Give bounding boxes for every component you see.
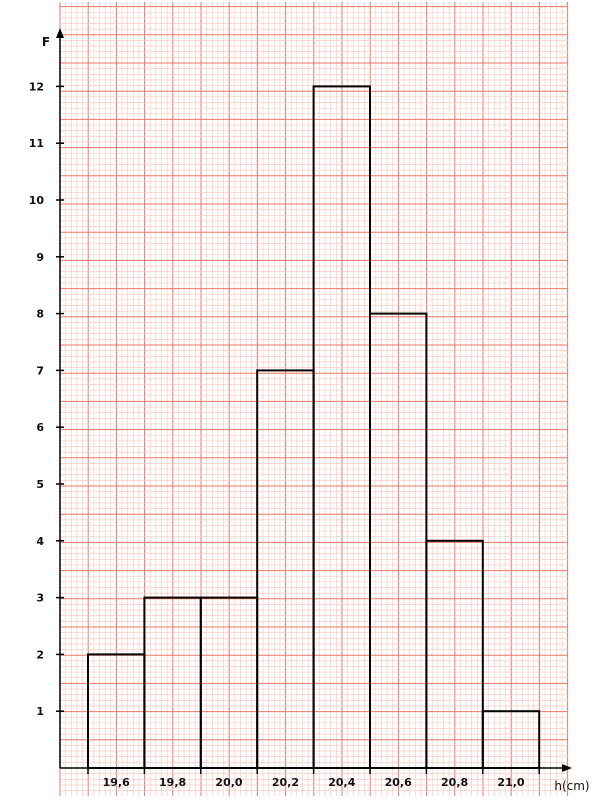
y-tick-label: 7 — [36, 364, 44, 377]
y-tick-label: 10 — [29, 194, 45, 207]
axes — [56, 28, 572, 774]
x-tick-label: 20,4 — [328, 776, 355, 789]
y-tick-label: 9 — [36, 251, 44, 264]
x-tick-label: 19,6 — [103, 776, 130, 789]
y-tick-label: 3 — [36, 592, 44, 605]
x-tick-label: 20,6 — [385, 776, 412, 789]
x-tick-label: 20,8 — [441, 776, 468, 789]
x-axis-title: h(cm) — [554, 779, 589, 793]
x-tick-label: 20,2 — [272, 776, 299, 789]
x-tick-label: 20,0 — [215, 776, 242, 789]
y-axis-title: F — [42, 35, 50, 49]
x-tick-label: 21,0 — [497, 776, 524, 789]
y-tick-label: 8 — [36, 308, 44, 321]
y-tick-label: 1 — [36, 705, 44, 718]
y-tick-label: 4 — [36, 535, 44, 548]
y-tick-label: 6 — [36, 421, 44, 434]
y-tick-label: 11 — [29, 137, 44, 150]
y-axis-arrow — [56, 28, 64, 38]
x-axis-arrow — [562, 764, 572, 772]
y-tick-label: 5 — [36, 478, 44, 491]
x-tick-label: 19,8 — [159, 776, 186, 789]
y-tick-label: 12 — [29, 80, 44, 93]
y-tick-label: 2 — [36, 648, 44, 661]
